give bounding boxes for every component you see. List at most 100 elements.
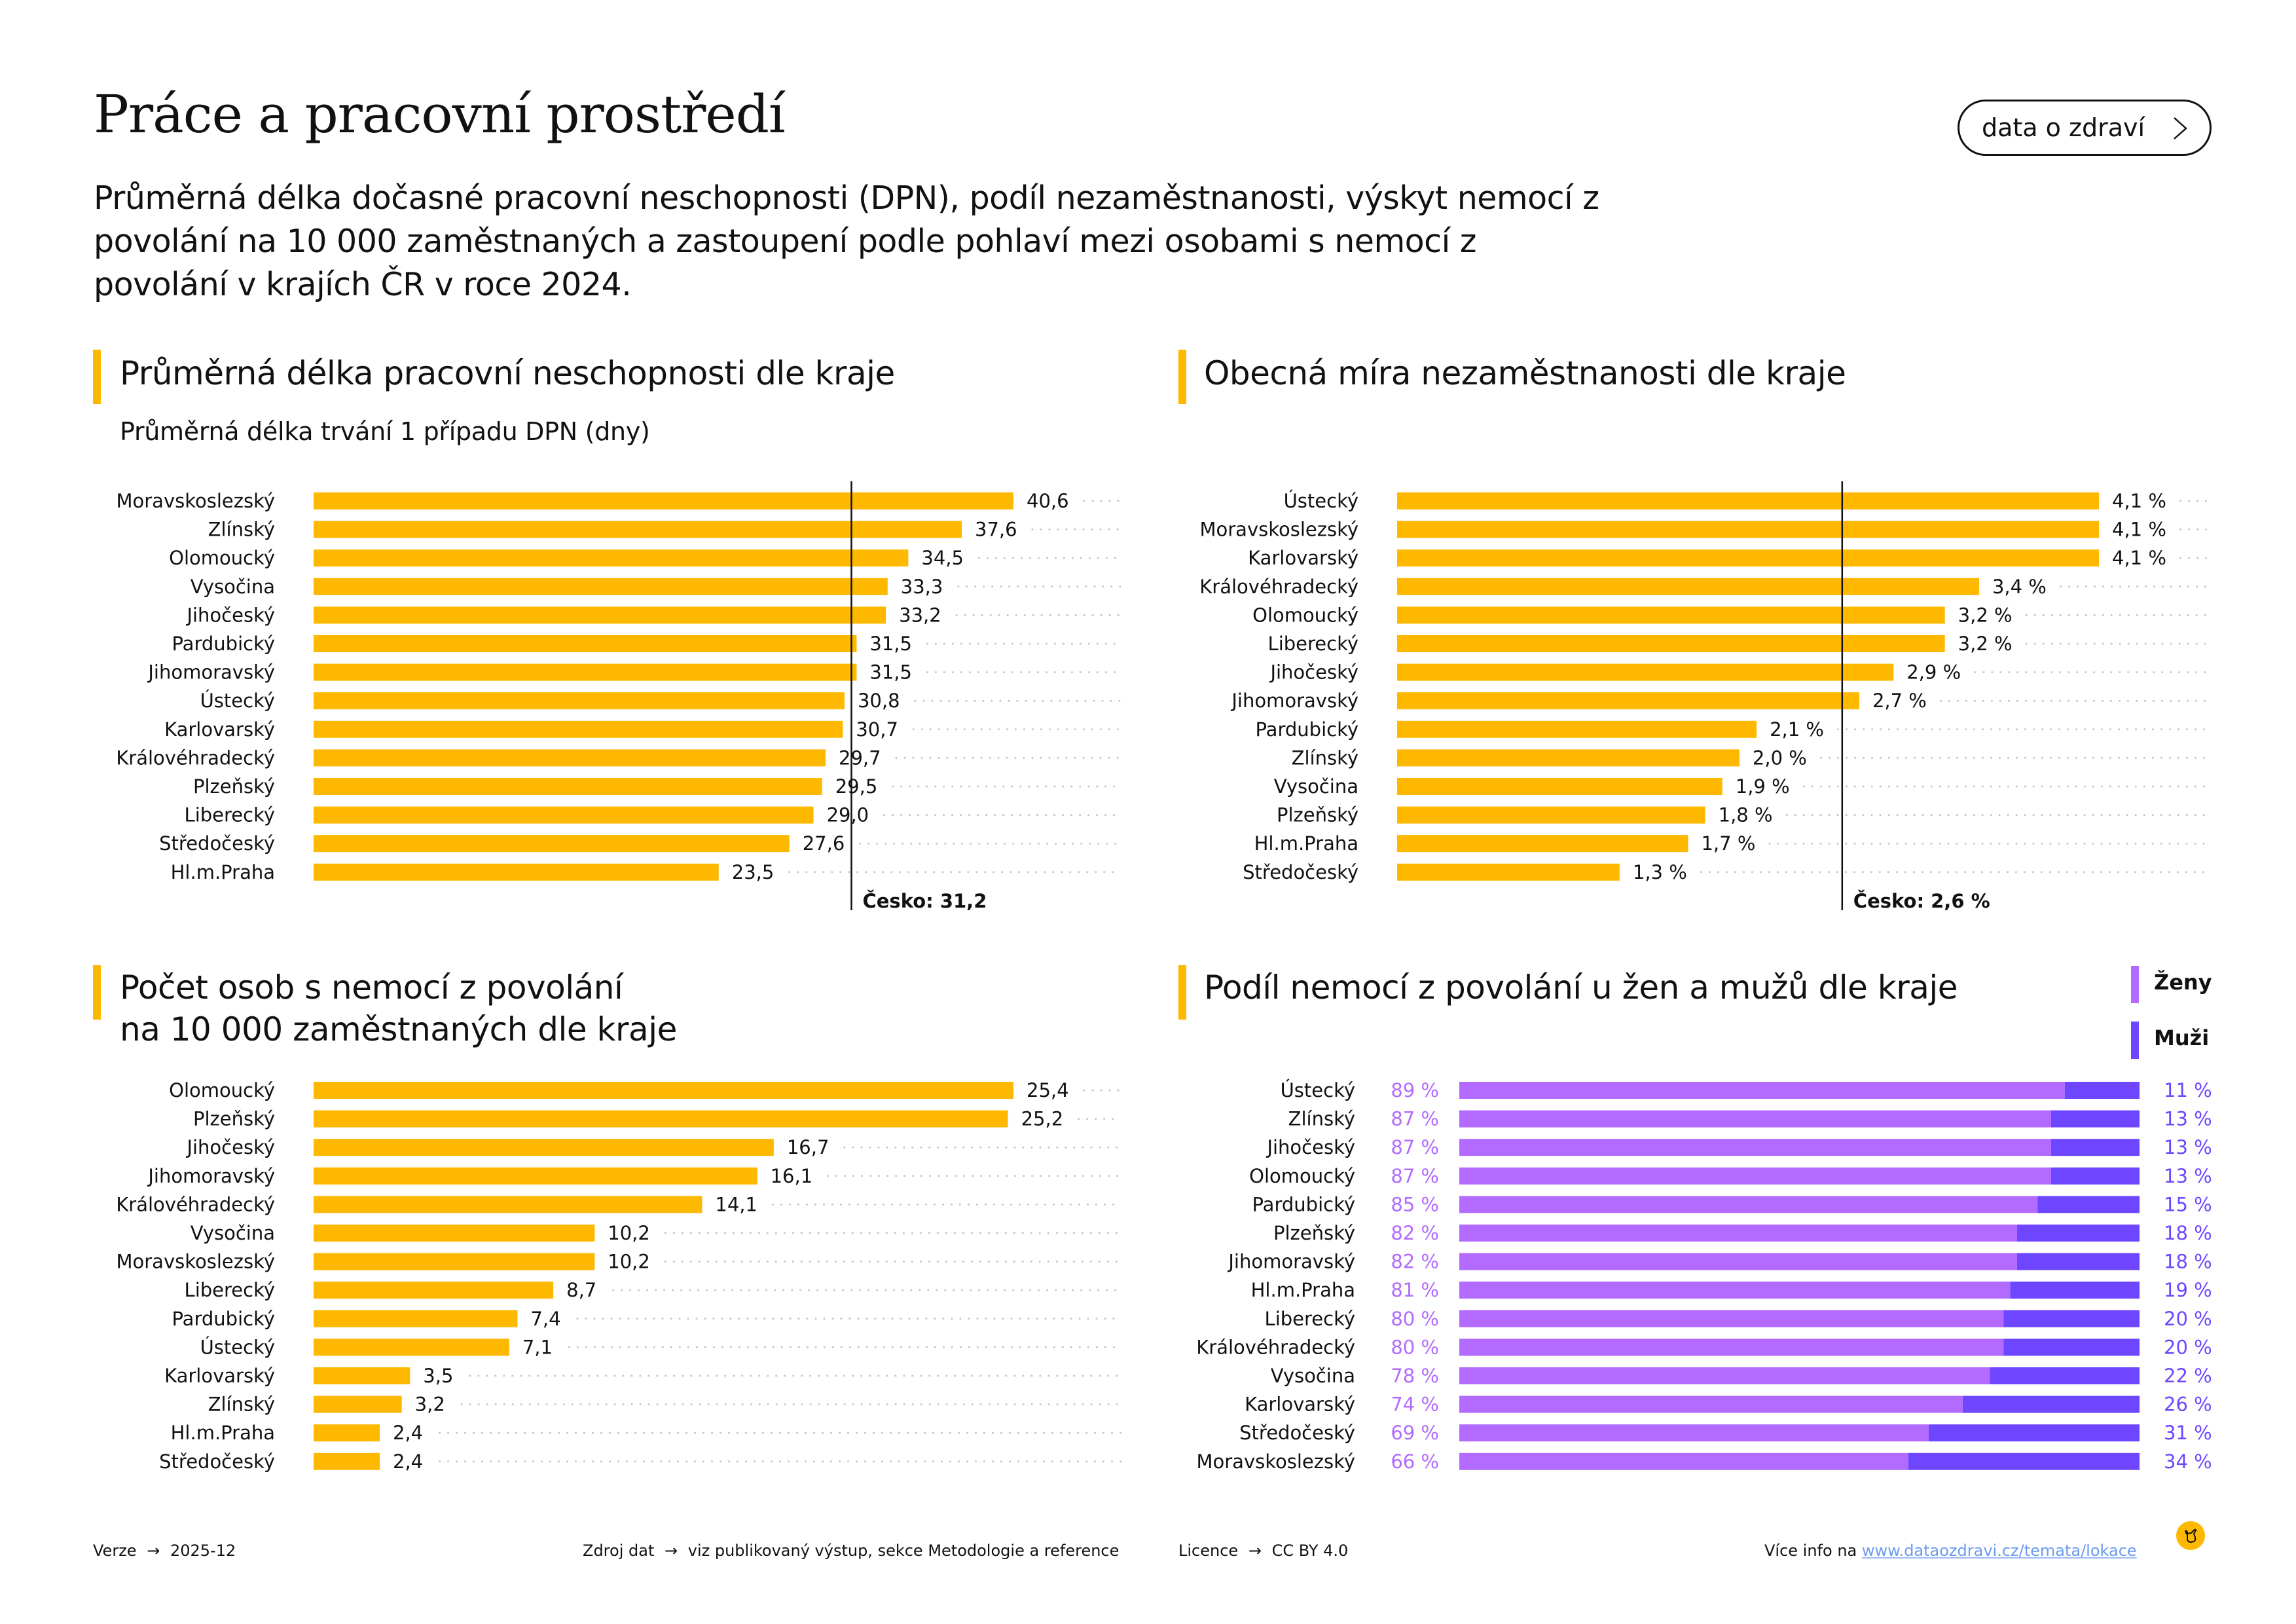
bar [314,1310,518,1327]
category-label: Královéhradecký [116,747,275,769]
reference-label: Česko: 31,2 [862,890,987,912]
bar [1397,663,1894,681]
value-label-men: 20 % [2164,1308,2212,1330]
category-label: Pardubický [172,1308,276,1330]
bar [314,1196,702,1213]
bar-men [2003,1338,2140,1356]
bar [314,492,1013,509]
legend-swatch-women [2131,966,2139,1003]
bar [314,663,857,681]
bar-women [1459,1196,2038,1213]
bar [1397,635,1945,652]
category-label: Plzeňský [1277,804,1358,826]
chart-3-title-line-2: na 10 000 zaměstnaných dle kraje [120,1010,677,1048]
category-label: Liberecký [185,804,275,826]
value-label: 30,7 [856,718,898,741]
value-label-women: 74 % [1391,1393,1439,1416]
bar [314,578,888,595]
legend-label-women: Ženy [2154,970,2212,995]
category-label: Moravskoslezský [1197,1450,1356,1473]
arrow-right-icon: → [147,1541,160,1560]
bar-men [2050,1110,2140,1128]
category-label: Hl.m.Praha [171,1422,275,1444]
bar [1397,720,1757,738]
category-label: Jihomoravský [147,1165,275,1187]
value-label-men: 11 % [2164,1079,2212,1101]
value-label: 2,7 % [1872,690,1927,712]
bar [1397,749,1740,767]
chart-4-title: Podíl nemocí z povolání u žen a mužů dle… [1204,969,1958,1006]
value-label-women: 69 % [1391,1422,1439,1444]
value-label: 29,5 [835,775,878,798]
page-title: Práce a pracovní prostředí [94,84,786,145]
value-label: 29,0 [827,804,869,826]
value-label: 16,1 [771,1165,813,1187]
value-label: 1,8 % [1719,804,1773,826]
bar [314,1395,402,1413]
bar [314,863,719,881]
bar-men [1962,1395,2140,1413]
value-label-men: 20 % [2164,1336,2212,1358]
legend-swatch-men [2131,1022,2139,1059]
category-label: Královéhradecký [1196,1336,1355,1358]
bar [314,1367,410,1384]
category-label: Ústecký [200,690,275,712]
value-label-women: 82 % [1391,1222,1439,1244]
category-label: Jihočeský [185,604,275,626]
bar-men [2064,1082,2140,1099]
value-label: 1,9 % [1736,775,1790,798]
category-label: Olomoucký [169,1079,275,1101]
value-label-women: 80 % [1391,1336,1439,1358]
category-label: Liberecký [1268,633,1358,655]
value-label: 40,6 [1027,490,1069,512]
chart-2-title: Obecná míra nezaměstnanosti dle kraje [1204,354,1846,392]
version-value: 2025-12 [170,1541,236,1560]
value-label: 8,7 [566,1279,596,1301]
value-label: 1,3 % [1633,861,1687,883]
value-label-men: 15 % [2164,1193,2212,1215]
category-label: Středočeský [1243,861,1358,883]
bar-men [1990,1367,2140,1384]
category-label: Moravskoslezský [117,490,276,512]
arrow-right-icon: → [1248,1541,1262,1560]
bar [314,606,886,624]
value-label-men: 19 % [2164,1279,2212,1301]
value-label: 1,7 % [1701,832,1755,855]
data-o-zdravi-button[interactable]: data o zdraví [1958,100,2212,156]
value-label-women: 80 % [1391,1308,1439,1330]
category-label: Vysočina [1274,775,1358,798]
category-label: Liberecký [1265,1308,1355,1330]
category-label: Vysočina [191,576,275,598]
category-label: Pardubický [1252,1193,1356,1215]
more-info-link[interactable]: www.dataozdravi.cz/temata/lokace [1861,1541,2137,1560]
value-label: 33,2 [899,604,941,626]
value-label-men: 31 % [2164,1422,2212,1444]
bar-women [1459,1110,2051,1128]
bar [314,1282,554,1299]
category-label: Olomoucký [1249,1165,1355,1187]
bar [1397,692,1859,710]
bar [1397,578,1979,595]
footer-licence: Licence → CC BY 4.0 [1178,1541,1348,1560]
category-label: Středočeský [1239,1422,1355,1444]
category-label: Hl.m.Praha [1254,832,1358,855]
category-label: Jihočeský [185,1136,275,1158]
category-label: Středočeský [159,832,275,855]
category-label: Plzeňský [193,1108,275,1130]
source-label: Zdroj dat [583,1541,655,1560]
value-label: 4,1 % [2112,519,2166,541]
category-label: Karlovarský [1248,547,1358,569]
category-label: Jihomoravský [1227,1251,1355,1273]
value-label: 29,7 [839,747,881,769]
value-label: 10,2 [608,1251,650,1273]
category-label: Vysočina [1271,1365,1355,1387]
section-accent-bar [93,965,101,1020]
bar-men [2050,1167,2140,1185]
category-label: Středočeský [159,1450,275,1473]
category-label: Jihomoravský [1230,690,1358,712]
bar [314,1424,380,1442]
value-label: 7,4 [530,1308,560,1330]
section-accent-bar [1178,350,1186,404]
value-label: 31,5 [869,633,912,655]
bar-women [1459,1167,2051,1185]
